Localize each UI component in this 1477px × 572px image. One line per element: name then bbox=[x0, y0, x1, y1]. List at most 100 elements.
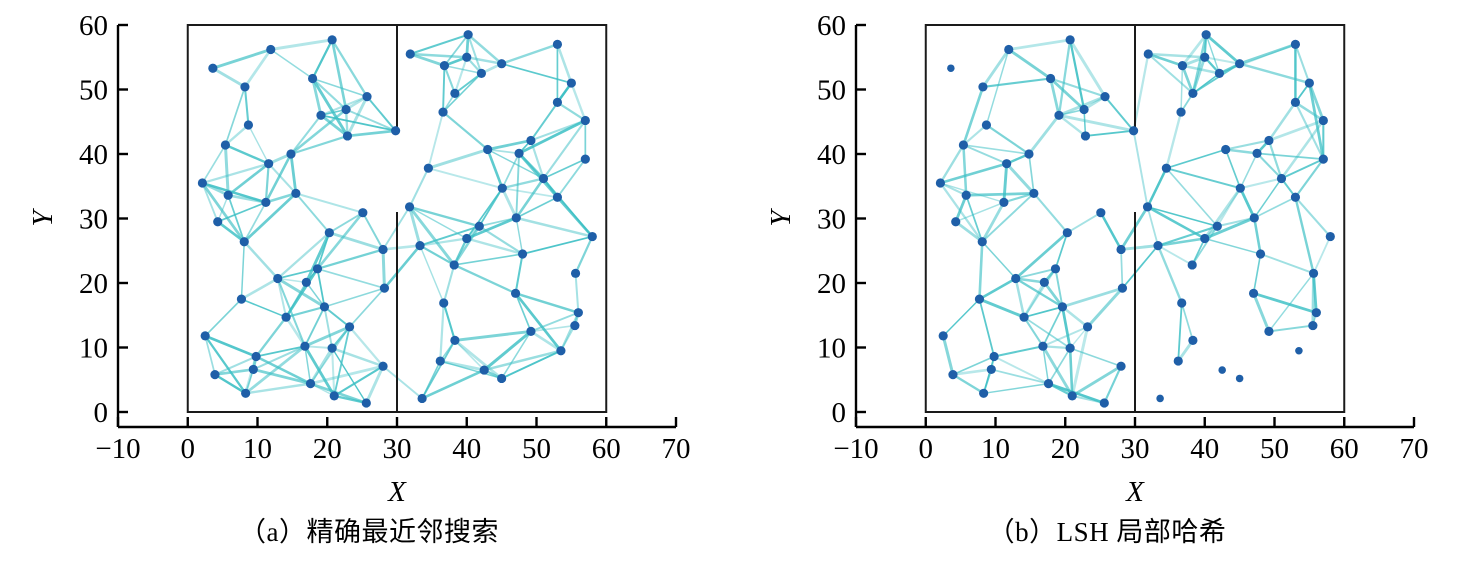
graph-edge bbox=[467, 33, 483, 75]
graph-edge bbox=[500, 62, 573, 84]
graph-edge bbox=[1157, 244, 1194, 266]
graph-edge bbox=[1121, 244, 1159, 290]
graph-edge bbox=[226, 193, 268, 204]
graph-node bbox=[1264, 326, 1274, 336]
graph-node bbox=[197, 178, 207, 188]
graph-node bbox=[947, 64, 955, 72]
graph-edge bbox=[1165, 148, 1227, 170]
graph-node bbox=[1096, 208, 1106, 218]
node-layer bbox=[935, 30, 1335, 408]
graph-edge bbox=[466, 33, 503, 65]
graph-node bbox=[450, 88, 460, 98]
graph-edge bbox=[224, 86, 246, 146]
graph-node bbox=[1308, 268, 1319, 278]
graph-edge bbox=[408, 205, 456, 267]
graph-edge bbox=[1042, 280, 1064, 309]
graph-edge bbox=[285, 305, 326, 319]
graph-edge bbox=[1120, 248, 1124, 290]
graph-edge bbox=[1071, 394, 1106, 405]
graph-edge bbox=[1002, 162, 1009, 204]
graph-edge bbox=[1256, 152, 1283, 180]
graph-edge bbox=[381, 244, 422, 251]
graph-node bbox=[1117, 283, 1128, 293]
graph-edge bbox=[1028, 153, 1035, 195]
graph-edge bbox=[985, 48, 1010, 126]
graph-edge bbox=[1238, 186, 1256, 220]
graph-edge bbox=[521, 235, 594, 255]
graph-node bbox=[450, 335, 460, 345]
graph-edge bbox=[364, 364, 385, 405]
graph-edge bbox=[1041, 344, 1074, 398]
x-tick-label: 0 bbox=[919, 433, 934, 465]
graph-node bbox=[1295, 346, 1303, 355]
graph-edge bbox=[323, 287, 386, 308]
panel-b-plot: −10 0 10 20 30 40 50 60 70 0 10 20 30 40 50 60 X Y bbox=[765, 10, 1429, 508]
graph-node bbox=[286, 149, 296, 159]
graph-edge bbox=[1203, 56, 1241, 65]
graph-edge bbox=[443, 64, 483, 75]
graph-edge bbox=[500, 349, 562, 380]
graph-node bbox=[1200, 52, 1210, 62]
graph-edge bbox=[244, 382, 312, 395]
graph-node bbox=[316, 110, 326, 120]
graph-edge bbox=[1068, 38, 1107, 99]
graph-edge bbox=[331, 347, 336, 397]
plot-frame bbox=[924, 24, 1346, 413]
graph-edge bbox=[1005, 162, 1036, 195]
graph-node bbox=[526, 326, 536, 336]
graph-edge bbox=[254, 316, 288, 358]
graph-node bbox=[961, 190, 971, 200]
graph-edge bbox=[216, 220, 246, 244]
graph-edge bbox=[244, 344, 307, 395]
graph-edge bbox=[213, 368, 255, 376]
graph-node bbox=[1221, 144, 1231, 155]
graph-node bbox=[362, 92, 372, 102]
graph-node bbox=[538, 173, 549, 184]
graph-edge bbox=[333, 325, 351, 397]
graph-edge bbox=[465, 187, 504, 240]
graph-edge bbox=[409, 33, 470, 56]
graph-edge bbox=[1014, 277, 1064, 309]
graph-edge bbox=[311, 77, 349, 138]
graph-edge bbox=[316, 267, 326, 308]
y-tick-label: 40 bbox=[817, 139, 846, 171]
graph-edge bbox=[556, 43, 573, 85]
graph-edge bbox=[330, 38, 369, 98]
graph-edge bbox=[951, 368, 993, 376]
graph-node bbox=[1235, 183, 1245, 193]
graph-edge bbox=[1146, 206, 1219, 228]
graph-node bbox=[251, 351, 261, 362]
graph-node bbox=[305, 379, 316, 389]
graph-edge bbox=[500, 186, 518, 220]
graph-edge bbox=[500, 330, 532, 380]
graph-edge bbox=[294, 192, 364, 214]
graph-edge bbox=[1070, 364, 1123, 398]
graph-edge bbox=[1014, 277, 1026, 319]
graph-node bbox=[213, 217, 223, 227]
graph-edge bbox=[1280, 158, 1325, 180]
graph-edge bbox=[939, 182, 1005, 204]
graph-edge bbox=[542, 177, 594, 238]
graph-edge bbox=[453, 72, 483, 95]
graph-node bbox=[552, 97, 563, 107]
graph-edge bbox=[1205, 33, 1221, 75]
panel-a-caption: （a）精确最近邻搜索 bbox=[239, 517, 499, 547]
graph-node bbox=[986, 364, 996, 375]
graph-edge bbox=[530, 324, 576, 333]
graph-edge bbox=[1294, 101, 1325, 122]
graph-node bbox=[391, 126, 401, 136]
graph-edge bbox=[1057, 38, 1072, 117]
graph-node bbox=[1161, 163, 1171, 173]
graph-edge bbox=[264, 152, 293, 204]
graph-node bbox=[319, 302, 330, 312]
graph-node bbox=[1187, 260, 1197, 270]
graph-edge bbox=[289, 114, 322, 156]
graph-node bbox=[1318, 115, 1328, 126]
graph-node bbox=[497, 373, 507, 384]
graph-edge bbox=[954, 193, 968, 224]
graph-edge bbox=[366, 95, 397, 132]
graph-node bbox=[556, 346, 566, 356]
graph-edge bbox=[316, 211, 365, 271]
graph-node bbox=[1002, 159, 1012, 169]
graph-edge bbox=[1054, 231, 1069, 270]
